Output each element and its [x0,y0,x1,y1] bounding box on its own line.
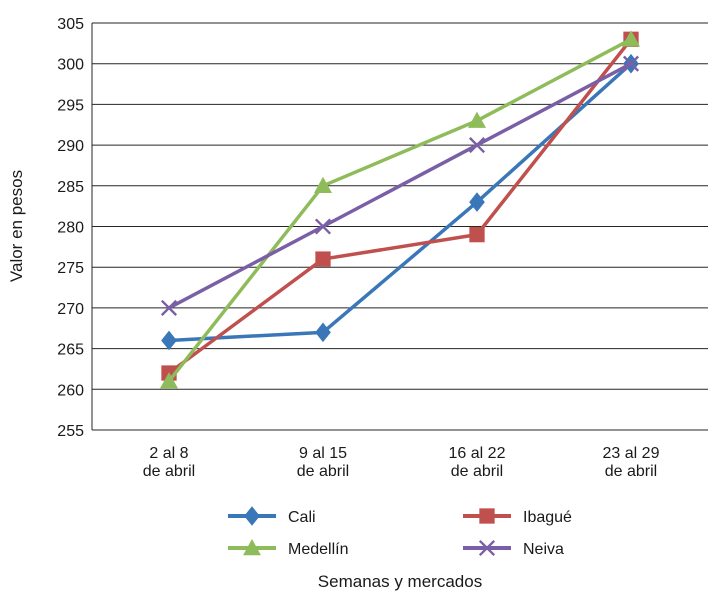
y-tick-label: 260 [57,382,84,399]
data-point [622,55,640,72]
legend-marker [244,506,260,526]
x-tick-label-line: 2 al 8 [149,445,188,462]
data-point [315,322,331,343]
y-tick-label: 300 [57,57,84,74]
data-point [468,111,486,128]
y-tick-label: 275 [57,260,84,277]
y-axis-title: Valor en pesos [7,170,26,282]
legend-marker [479,508,495,524]
legend-item-ibagué: Ibagué [463,508,572,526]
data-point [469,192,485,212]
y-tick-label: 285 [57,179,84,196]
y-tick-label: 255 [57,423,84,440]
legend-item-cali: Cali [228,506,316,526]
data-point [161,330,177,351]
series-group [160,30,640,389]
x-tick-label: 16 al 22 de abril [449,445,506,480]
data-point [314,176,332,193]
series-neiva [160,55,640,316]
x-tick-label: 9 al 15 de abril [297,445,349,480]
data-point [469,226,485,243]
legend-label: Neiva [523,541,564,558]
legend-label: Medellín [288,541,348,558]
series-line [167,38,633,375]
y-tick-label: 265 [57,342,84,359]
grid-lines [91,22,708,431]
legend-marker [243,539,261,556]
series-ibagué [161,31,639,381]
series-line [168,62,632,310]
legend-label: Ibagué [523,509,572,526]
x-tick-label: 23 al 29 de abril [603,445,660,480]
series-medellín [160,30,640,389]
x-axis-title: Semanas y mercados [318,572,482,591]
data-point [468,137,486,154]
x-tick-label-line: de abril [451,463,503,480]
legend-item-medellín: Medellín [228,539,348,558]
series-line [168,62,633,343]
y-tick-label: 305 [57,16,84,33]
x-tick-label-line: 16 al 22 [449,445,506,462]
x-tick-label: 2 al 8 de abril [143,445,195,480]
x-tick-label-line: de abril [297,463,349,480]
legend-marker [478,539,496,557]
data-point [160,299,178,316]
data-point [622,30,640,47]
x-tick-label-line: 9 al 15 [299,445,347,462]
x-tick-label-line: de abril [143,463,195,480]
y-axis-tick-labels: 255 260 265 270 275 280 285 290 295 300 305 [57,16,84,440]
data-point [314,218,332,235]
data-point [160,372,178,389]
y-tick-label: 290 [57,138,84,155]
x-tick-label-line: 23 al 29 [603,445,660,462]
x-tick-label-line: de abril [605,463,657,480]
y-tick-label: 295 [57,97,84,114]
y-tick-label: 270 [57,301,84,318]
data-point [315,251,331,267]
legend-label: Cali [288,509,316,526]
legend-item-neiva: Neiva [463,539,564,558]
y-tick-label: 280 [57,220,84,237]
legend: Cali Ibagué Medellín Neiva [228,506,572,558]
series-line [167,37,632,383]
